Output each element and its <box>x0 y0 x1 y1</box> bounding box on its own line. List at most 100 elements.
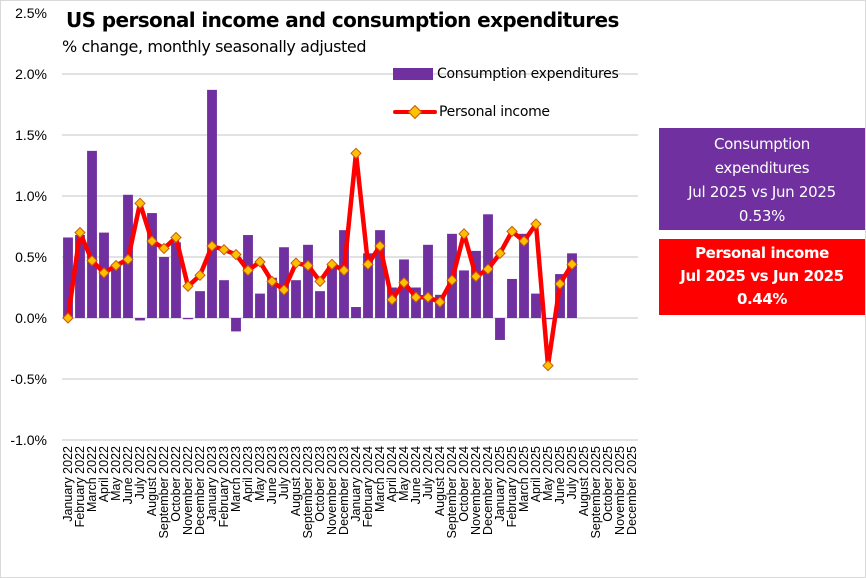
x-tick-label: June 2025 <box>553 446 567 504</box>
x-tick-label: October 2022 <box>169 446 183 522</box>
x-tick-label: May 2023 <box>253 446 267 501</box>
income-marker-march-2024 <box>374 240 386 252</box>
income-marker-november-2022 <box>182 280 194 292</box>
line-series-income <box>62 147 578 372</box>
income-marker-may-2024 <box>398 276 410 289</box>
bar-may-2024 <box>399 259 409 318</box>
legend-item-income: Personal income <box>393 104 550 120</box>
x-tick-label: August 2023 <box>289 446 303 516</box>
x-tick-label: June 2023 <box>265 446 279 504</box>
income-marker-october-2024 <box>458 228 470 240</box>
legend-label-income: Personal income <box>439 104 550 120</box>
x-tick-label: December 2025 <box>625 446 639 535</box>
bar-may-2025 <box>543 318 553 320</box>
bar-october-2022 <box>171 242 181 318</box>
bar-january-2022 <box>63 237 73 318</box>
income-marker-july-2023 <box>278 284 290 296</box>
income-marker-november-2023 <box>326 258 338 271</box>
x-tick-label: March 2025 <box>517 446 531 512</box>
bar-march-2023 <box>231 318 241 332</box>
bar-september-2023 <box>303 244 313 318</box>
x-tick-label: May 2022 <box>109 446 123 501</box>
x-tick-label: January 2023 <box>205 446 219 522</box>
income-marker-may-2022 <box>110 259 122 272</box>
income-marker-march-2023 <box>230 248 242 261</box>
legend-item-consumption: Consumption expenditures <box>393 66 619 82</box>
x-tick-label: April 2023 <box>241 446 255 502</box>
y-tick-label: 1.0% <box>15 188 47 204</box>
x-tick-label: October 2024 <box>457 446 471 522</box>
x-tick-label: June 2022 <box>121 446 135 504</box>
x-tick-label: July 2024 <box>421 446 435 500</box>
legend-label-consumption: Consumption expenditures <box>437 66 619 82</box>
x-tick-label: September 2022 <box>157 446 171 538</box>
income-marker-december-2024 <box>482 263 494 275</box>
bar-november-2024 <box>471 250 481 318</box>
callout-consumption: Consumption expenditures Jul 2025 vs Jun… <box>659 128 865 230</box>
x-tick-label: January 2025 <box>493 446 507 522</box>
bar-august-2023 <box>291 280 301 318</box>
bar-august-2022 <box>147 213 157 318</box>
callout-consumption-value: 0.53% <box>738 207 786 225</box>
income-marker-april-2023 <box>242 264 254 277</box>
income-marker-august-2023 <box>290 257 302 269</box>
income-marker-june-2025 <box>554 278 566 290</box>
y-tick-label: -0.5% <box>10 371 47 387</box>
x-tick-label: January 2022 <box>61 446 75 522</box>
income-marker-february-2024 <box>362 258 374 271</box>
income-marker-june-2022 <box>122 253 134 266</box>
x-tick-label: November 2022 <box>181 446 195 535</box>
x-tick-label: September 2024 <box>445 446 459 538</box>
x-tick-label: November 2024 <box>469 446 483 535</box>
income-marker-march-2025 <box>518 235 530 247</box>
x-tick-label: October 2023 <box>313 446 327 522</box>
callout-income-period: Jul 2025 vs Jun 2025 <box>680 267 844 285</box>
bar-february-2025 <box>507 278 517 318</box>
bar-may-2022 <box>111 265 121 318</box>
bar-september-2022 <box>159 257 169 318</box>
bar-april-2023 <box>243 235 253 318</box>
income-marker-september-2022 <box>158 242 170 255</box>
callout-income-value: 0.44% <box>736 290 788 308</box>
x-tick-label: October 2025 <box>601 446 615 522</box>
bar-november-2022 <box>183 318 193 320</box>
income-marker-june-2024 <box>410 291 422 303</box>
x-tick-label: November 2023 <box>325 446 339 535</box>
income-marker-may-2025 <box>542 359 554 372</box>
y-tick-label: 2.0% <box>15 66 47 82</box>
bar-april-2025 <box>531 293 541 318</box>
x-tick-label: December 2023 <box>337 446 351 535</box>
income-marker-april-2022 <box>98 267 110 279</box>
income-marker-january-2025 <box>494 247 506 260</box>
bar-march-2024 <box>375 230 385 318</box>
income-marker-july-2022 <box>134 197 146 210</box>
bar-may-2023 <box>255 293 265 318</box>
x-tick-label: March 2023 <box>229 446 243 512</box>
income-marker-january-2024 <box>350 147 362 160</box>
bar-october-2024 <box>459 270 469 318</box>
x-tick-label: November 2025 <box>613 446 627 535</box>
bar-february-2022 <box>75 235 85 318</box>
callout-consumption-line1: Consumption <box>713 135 811 153</box>
callout-income-line1: Personal income <box>695 244 829 262</box>
bar-march-2025 <box>519 233 529 318</box>
legend-bar-swatch <box>393 68 433 80</box>
income-marker-july-2025 <box>566 258 578 271</box>
chart-title: US personal income and consumption expen… <box>66 8 619 32</box>
x-tick-label: December 2024 <box>481 446 495 535</box>
callout-income: Personal income Jul 2025 vs Jun 2025 0.4… <box>659 239 865 315</box>
x-tick-label: July 2025 <box>565 446 579 500</box>
legend-line-swatch <box>393 104 437 120</box>
x-tick-label: July 2023 <box>277 446 291 500</box>
income-marker-december-2022 <box>194 269 206 282</box>
income-marker-february-2022 <box>74 226 86 239</box>
x-tick-label: February 2025 <box>505 446 519 527</box>
bar-january-2024 <box>351 307 361 318</box>
income-marker-october-2022 <box>170 231 182 244</box>
y-tick-label: 2.5% <box>15 5 47 21</box>
bar-july-2025 <box>567 253 577 318</box>
income-marker-may-2023 <box>254 256 266 268</box>
income-marker-january-2023 <box>206 240 218 252</box>
x-tick-label: May 2024 <box>397 446 411 501</box>
